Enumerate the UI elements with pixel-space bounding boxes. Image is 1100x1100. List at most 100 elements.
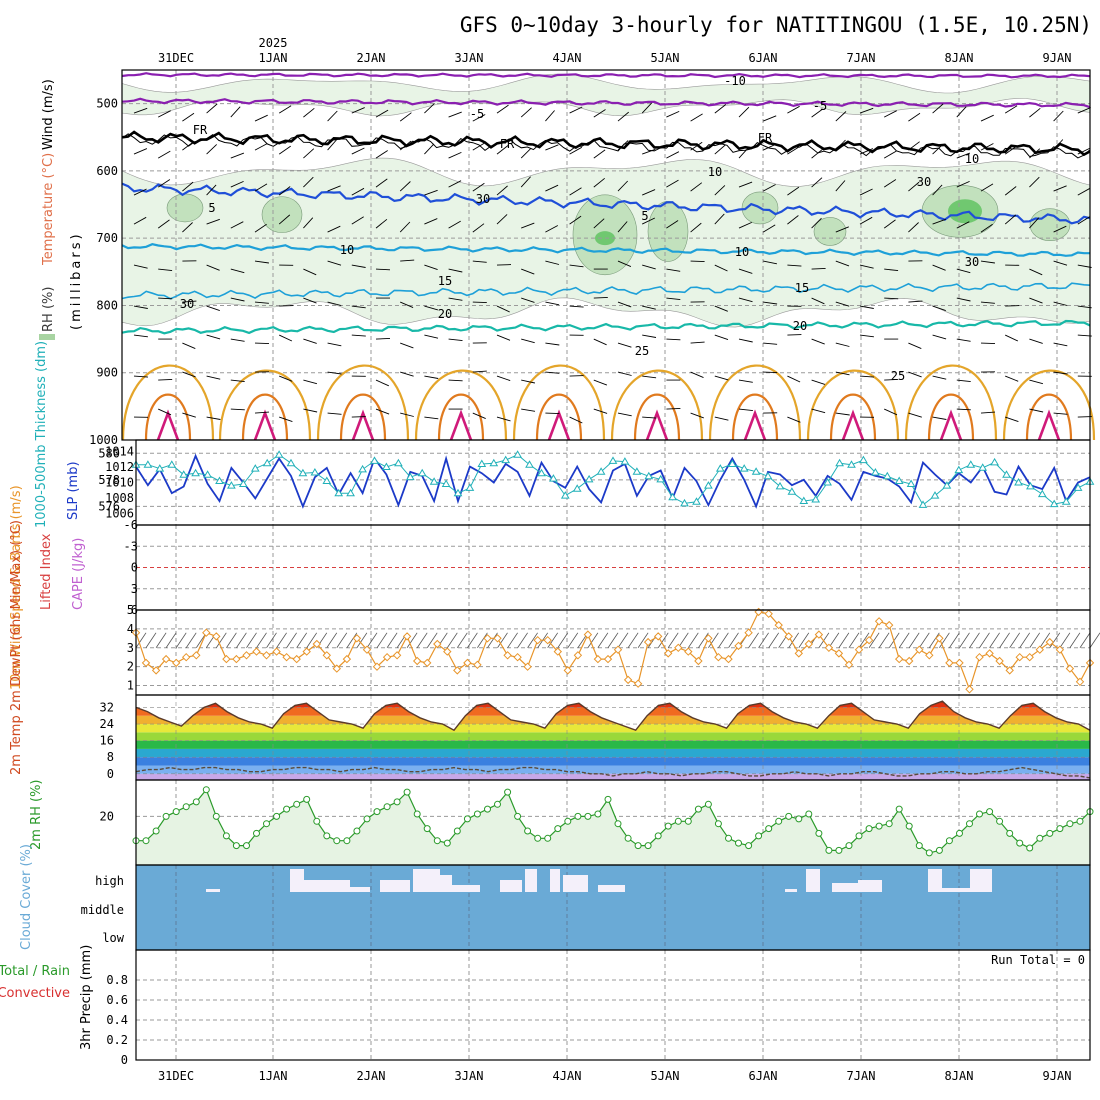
wind-barb xyxy=(690,182,703,192)
rh2m-marker xyxy=(443,839,451,847)
wind10m-marker xyxy=(894,654,904,664)
contour-temp-25-day-5 xyxy=(610,369,704,441)
wind10m-marker xyxy=(794,649,804,658)
wind-barb xyxy=(738,408,753,412)
wind-barb xyxy=(351,305,366,309)
wind-barb xyxy=(1053,185,1067,192)
rh2m-marker xyxy=(765,825,773,833)
rh2m-marker xyxy=(243,842,250,850)
contour-temp-35-day-3 xyxy=(449,409,473,441)
rh2m-marker xyxy=(162,812,170,820)
slp-marker xyxy=(1049,499,1059,508)
wind-barb xyxy=(908,181,920,192)
cloud-level-high: high xyxy=(95,874,124,888)
rh2m-marker xyxy=(654,832,662,840)
wind-barb xyxy=(327,110,338,122)
wind10m-barb xyxy=(517,632,528,648)
slp-tick-1010: 1010 xyxy=(105,476,134,490)
wind-barb xyxy=(908,112,921,122)
ua-y-tick-600: 600 xyxy=(96,164,118,178)
cloud-gap-19 xyxy=(970,869,992,892)
wind10m-marker xyxy=(583,630,593,639)
ua-y-tick-900: 900 xyxy=(96,366,118,380)
wind-barb xyxy=(1004,145,1017,155)
contour-temp-30-day-1 xyxy=(241,393,289,441)
wind-barb xyxy=(932,103,944,114)
wind-barb xyxy=(714,104,727,114)
wind10m-marker xyxy=(312,639,322,649)
wind10m-barb xyxy=(617,632,629,648)
wind-barb xyxy=(1053,371,1068,375)
wind-barb xyxy=(496,375,511,382)
slp-marker xyxy=(918,500,928,508)
wind-barb xyxy=(763,301,778,305)
rh2m-marker xyxy=(192,798,200,806)
contour-label-t_minus5: -5 xyxy=(470,107,484,121)
wind-barb xyxy=(327,225,341,233)
wind-barb xyxy=(230,338,245,342)
temp2m-axis-title: 2m Temp 2m DewPt (6hr Min/Max) (°C) xyxy=(9,520,24,775)
cloud-gap-1 xyxy=(290,869,304,892)
slp-tick-1008: 1008 xyxy=(105,491,134,505)
wind-barb xyxy=(569,305,584,308)
wind-barb xyxy=(133,264,148,269)
wind10m-marker xyxy=(995,656,1004,666)
wind10m-marker xyxy=(955,658,964,668)
contour-label-rh30: 30 xyxy=(965,255,979,269)
wind-barb xyxy=(956,338,971,342)
wind-barb xyxy=(230,221,244,229)
wind10m-barb xyxy=(989,632,1000,648)
wind-barb xyxy=(1053,139,1064,151)
wind-barb xyxy=(1077,187,1091,196)
wind-barb xyxy=(399,112,412,122)
ua-axis-title: RH (%) Temperature (°C) Wind (m/s) xyxy=(39,79,56,340)
wind-barb xyxy=(158,297,173,300)
wind10m-marker xyxy=(342,654,352,664)
ua-y-tick-1000: 1000 xyxy=(89,433,118,447)
wind-barb xyxy=(303,148,315,159)
rh2m-marker xyxy=(423,825,431,833)
wind-barb xyxy=(569,215,582,225)
wind10m-barb xyxy=(527,632,538,648)
slp-marker xyxy=(954,465,964,474)
rh2m-marker xyxy=(624,834,632,842)
slp-marker xyxy=(394,458,403,467)
wind10m-barb xyxy=(1029,632,1041,648)
wind-barb xyxy=(642,217,655,225)
wind-barb xyxy=(1029,268,1043,276)
slp-marker xyxy=(644,471,654,480)
slp-marker xyxy=(215,476,224,484)
wind-barb xyxy=(254,143,268,151)
wind-barb xyxy=(956,268,971,274)
wind-barb xyxy=(303,107,315,118)
contour-label-t5: 5 xyxy=(641,209,648,223)
wind10m-marker xyxy=(402,632,412,641)
wind-barb xyxy=(690,371,704,379)
wind-barb xyxy=(1053,412,1068,415)
wind-barb xyxy=(327,371,342,375)
cloud-bg xyxy=(136,865,1090,950)
rh2m-marker xyxy=(263,820,270,828)
slp-marker xyxy=(763,471,773,480)
wind-barb xyxy=(278,145,291,155)
slp-marker xyxy=(882,471,892,480)
wind-barb xyxy=(569,146,583,155)
wind-barb xyxy=(835,342,850,347)
rh2m-marker xyxy=(694,805,702,813)
slp-marker xyxy=(298,468,308,477)
rh2m-marker xyxy=(935,846,943,854)
wind-barb xyxy=(569,416,583,424)
contour-temp-10 xyxy=(121,243,1090,257)
wind-barb xyxy=(182,300,197,303)
rh2m-marker xyxy=(986,808,994,816)
contour-temp-35-day-6 xyxy=(743,409,767,441)
rh2m-marker xyxy=(604,795,612,803)
wind-barb xyxy=(133,216,147,225)
precip-total-label: Total / Rain xyxy=(0,964,70,979)
rh2m-marker xyxy=(504,788,512,796)
wind-barb xyxy=(182,222,193,233)
wind-barb xyxy=(738,268,753,274)
wind10m-barb xyxy=(497,632,508,648)
wind-barb xyxy=(303,408,318,413)
slp-marker xyxy=(167,460,177,468)
